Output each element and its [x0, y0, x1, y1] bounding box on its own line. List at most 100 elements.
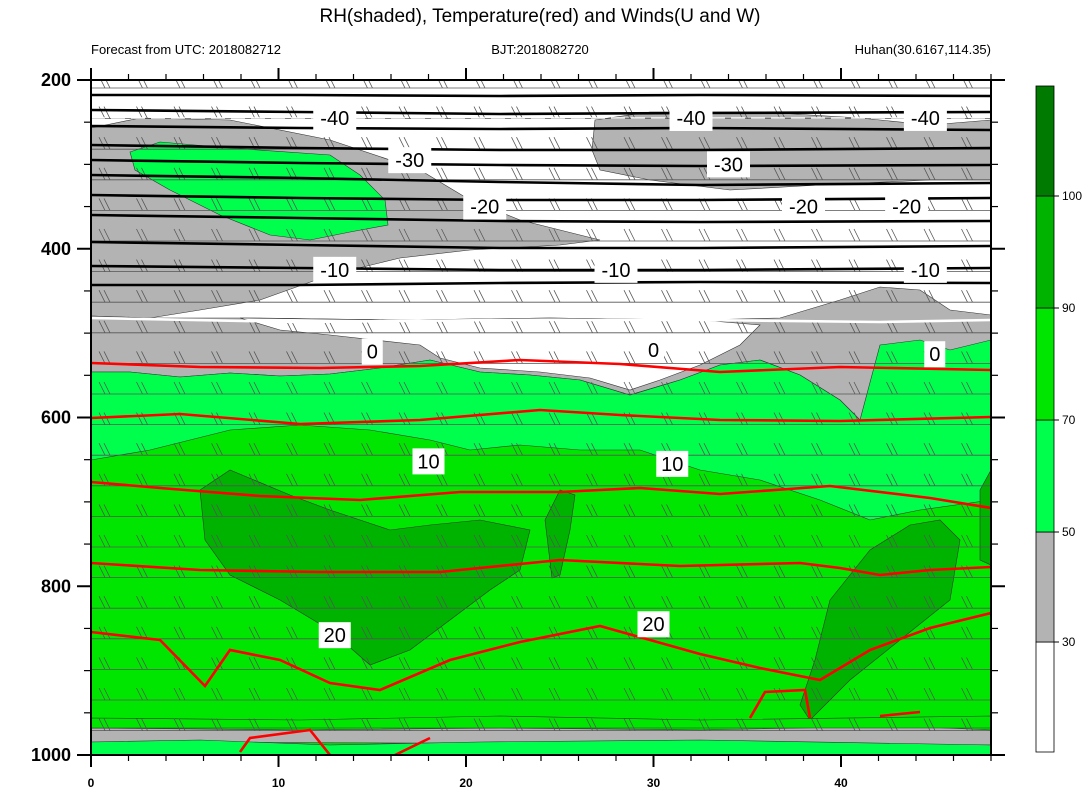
barb-feather [398, 381, 406, 395]
barb-feather [398, 718, 406, 731]
barb-feather [141, 626, 148, 639]
barb-feather [286, 718, 293, 731]
barb-feather [741, 290, 748, 303]
barb-feather [98, 320, 106, 333]
barb-feather [361, 381, 368, 395]
barb-feather [811, 167, 818, 180]
barb-feather [511, 167, 518, 180]
barb-feather [736, 626, 743, 639]
barb-feather [98, 381, 106, 395]
barb-feather [816, 137, 823, 150]
contour-label: -10 [602, 260, 631, 282]
barb-feather [811, 351, 818, 364]
barb-feather [741, 626, 748, 639]
barb-feather [361, 443, 368, 456]
barb-feather [136, 320, 143, 333]
barb-feather [586, 167, 593, 180]
barb-feather [136, 290, 143, 303]
barb-feather [248, 381, 256, 395]
contour-label: -40 [677, 108, 706, 130]
barb-feather [853, 198, 861, 211]
contour-label-box [313, 256, 357, 283]
barb-feather [623, 381, 631, 395]
barb-feather [553, 596, 561, 609]
colorbar-tick-label: 30 [1062, 635, 1076, 649]
barb-feather [400, 80, 406, 89]
barb-feather [553, 626, 561, 639]
barb-feather [403, 412, 411, 425]
barb-feather [211, 320, 218, 333]
barb-feather [816, 565, 823, 578]
barb-feather [248, 534, 256, 548]
colorbar: 30 50 70 90 100 [1035, 85, 1082, 753]
barb-feather [548, 626, 556, 639]
barb-feather [328, 290, 336, 303]
barb-feather [441, 473, 448, 486]
barb-feather [98, 687, 106, 701]
barb-feather [816, 228, 823, 242]
barb-feather [255, 80, 261, 89]
barb-feather [741, 473, 748, 486]
barb-feather [778, 565, 786, 578]
y-tick-label: 1000 [31, 745, 71, 765]
barb-feather [366, 167, 373, 180]
barb-feather [886, 596, 893, 609]
barb-feather [698, 137, 706, 150]
barb-feather [811, 228, 818, 242]
barb-feather [478, 473, 486, 486]
barb-feather [403, 687, 411, 701]
barb-feather [773, 565, 781, 578]
contour-label-box [903, 256, 947, 283]
barb-feather [511, 228, 518, 242]
barb-feather [211, 381, 218, 395]
barb-feather [516, 626, 523, 639]
barb-feather [136, 657, 143, 670]
barb-feather [328, 473, 336, 486]
barb-feather [216, 412, 223, 425]
barb-feather [698, 657, 706, 670]
barb-feather [548, 596, 556, 609]
barb-feather [173, 473, 181, 486]
barb-feather [473, 137, 481, 150]
barb-feather [211, 290, 218, 303]
barb-feather [100, 80, 106, 89]
barb-feather [136, 596, 143, 609]
barb-feather [811, 412, 818, 425]
barb-feather [286, 596, 293, 609]
barb-feather [623, 351, 631, 364]
barb-feather [441, 290, 448, 303]
barb-feather [136, 565, 143, 578]
barb-feather [511, 687, 518, 701]
barb-feather [136, 534, 143, 548]
barb-feather [516, 565, 523, 578]
barb-feather [778, 167, 786, 180]
barb-feather [103, 167, 111, 180]
barb-feather [516, 351, 523, 364]
barb-feather [328, 198, 336, 211]
y-tick-label: 800 [41, 576, 71, 596]
barb-feather [811, 534, 818, 548]
barb-feather [553, 228, 561, 242]
barb-feather [703, 290, 711, 303]
barb-feather [328, 443, 336, 456]
barb-feather [698, 565, 706, 578]
barb-feather [773, 290, 781, 303]
barb-feather [211, 259, 218, 272]
barb-feather [473, 473, 481, 486]
isotherm-red-2 [91, 480, 991, 510]
contour-label-box [903, 104, 947, 131]
barb-feather [286, 259, 293, 272]
barb-feather [366, 596, 373, 609]
barb-feather [811, 657, 818, 670]
barb-feather [586, 290, 593, 303]
barb-feather [780, 80, 786, 89]
barb-feather [666, 290, 673, 303]
barb-feather [703, 228, 711, 242]
barb-feather [623, 596, 631, 609]
barb-feather [891, 657, 898, 670]
contour-label: -10 [320, 260, 349, 282]
barb-feather [516, 687, 523, 701]
contour-label-box [463, 193, 507, 220]
barb-feather [366, 657, 373, 670]
barb-feather [623, 137, 631, 150]
